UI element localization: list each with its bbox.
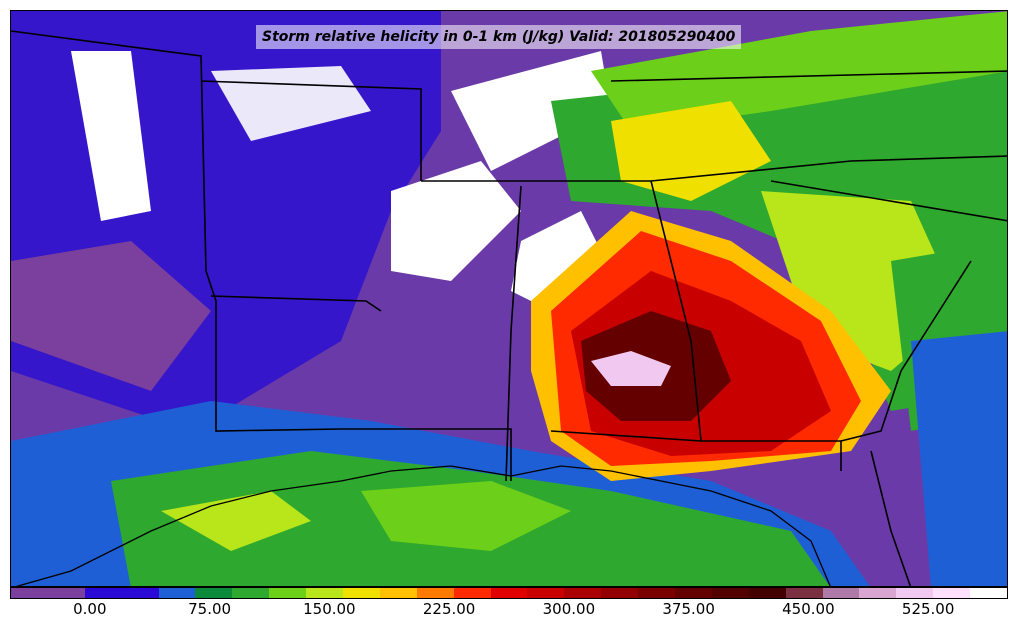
colorbar-segment — [232, 588, 270, 598]
colorbar-segment — [47, 588, 85, 598]
state-borders — [11, 30, 1007, 586]
colorbar-segment — [970, 588, 1008, 598]
colorbar-tick-label: 0.00 — [73, 600, 107, 618]
colorbar-tick-label: 450.00 — [782, 600, 835, 618]
colorbar-ticks: 0.00 75.00 150.00 225.00 300.00 375.00 450.00 5… — [10, 600, 1008, 630]
colorbar-segment — [11, 588, 48, 598]
colorbar-segment — [638, 588, 676, 598]
helicity-map — [11, 11, 1007, 586]
colorbar-segment — [121, 588, 159, 598]
coastline — [15, 465, 831, 586]
colorbar-segment — [379, 588, 417, 598]
colorbar-segment — [564, 588, 602, 598]
colorbar-segment — [269, 588, 307, 598]
map-panel: Storm relative helicity in 0-1 km (J/kg)… — [10, 10, 1008, 587]
colorbar-segment — [84, 588, 122, 598]
colorbar-tick-label: 525.00 — [901, 600, 955, 618]
colorbar-segment — [601, 588, 639, 598]
colorbar-segment — [195, 588, 233, 598]
colorbar-segment — [785, 588, 823, 598]
colorbar — [10, 587, 1008, 599]
colorbar-tick-label: 150.00 — [303, 600, 356, 618]
colorbar-tick-label: 375.00 — [662, 600, 715, 618]
colorbar-segment — [306, 588, 344, 598]
colorbar-tick-label: 225.00 — [422, 600, 476, 618]
colorbar-segment — [343, 588, 380, 598]
colorbar-segment — [675, 588, 712, 598]
colorbar-segment — [822, 588, 860, 598]
colorbar-tick-label: 300.00 — [542, 600, 596, 618]
colorbar-tick-label: 75.00 — [188, 600, 232, 618]
map-title: Storm relative helicity in 0-1 km (J/kg)… — [262, 29, 736, 45]
colorbar-segment — [453, 588, 491, 598]
colorbar-segment — [416, 588, 454, 598]
colorbar-segment — [933, 588, 971, 598]
colorbar-segment — [896, 588, 934, 598]
colorbar-segment — [490, 588, 528, 598]
colorbar-segment — [527, 588, 565, 598]
colorbar-segment — [711, 588, 749, 598]
colorbar-segment — [859, 588, 897, 598]
colorbar-segment — [748, 588, 786, 598]
colorbar-segment — [158, 588, 196, 598]
map-title-box: Storm relative helicity in 0-1 km (J/kg)… — [256, 25, 742, 49]
